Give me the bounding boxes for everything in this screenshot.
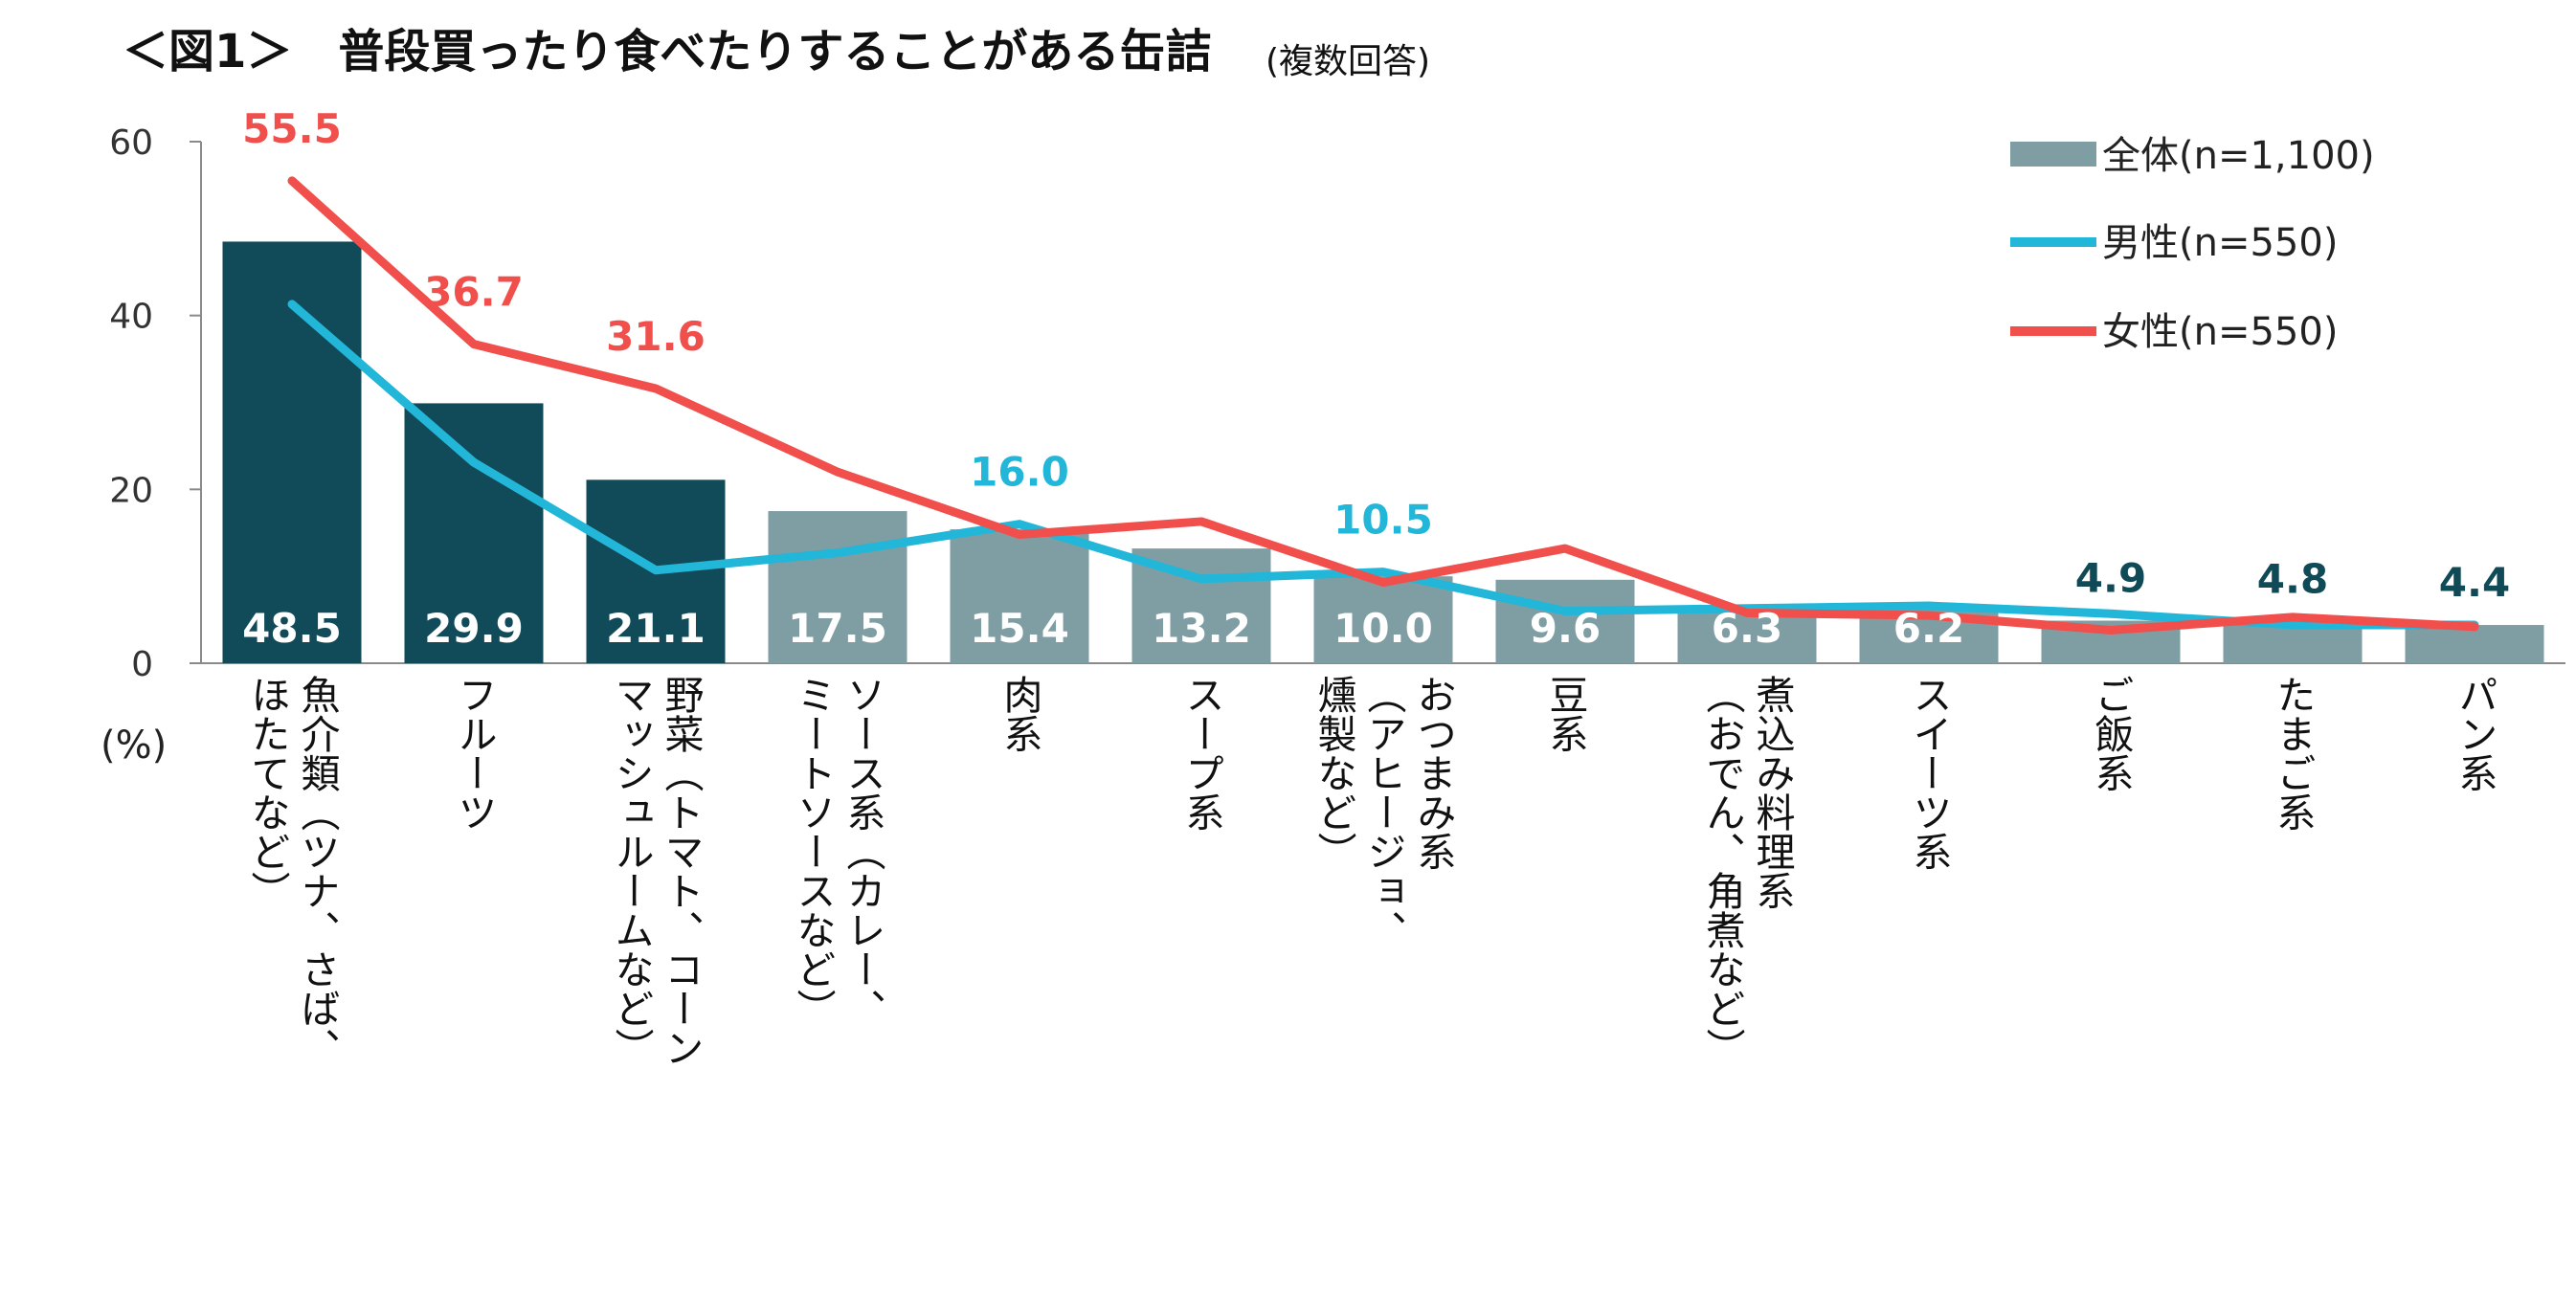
y-tick-label: 0 bbox=[131, 645, 153, 684]
series-lines bbox=[287, 176, 2479, 635]
category-label: マッシュルームなど） bbox=[608, 675, 655, 1067]
bar bbox=[2405, 625, 2544, 663]
x-axis-categories: 魚介類（ツナ、さば、ほたてなど） フルーツ 野菜（トマト、コーンマッシュルームなど）… bbox=[244, 675, 2498, 1067]
category-label: パン系 bbox=[2452, 675, 2498, 792]
female-line bbox=[287, 176, 2479, 635]
category-label: ほたてなど） bbox=[244, 675, 291, 910]
bars bbox=[222, 241, 2544, 664]
chart-title: ＜図1＞ 普段買ったり食べたりすることがある缶詰 bbox=[123, 25, 1211, 78]
bar-value-label: 15.4 bbox=[970, 605, 1069, 652]
bar-value-label: 13.2 bbox=[1152, 605, 1251, 652]
y-tick-label: 20 bbox=[109, 471, 153, 510]
bar-value-label: 21.1 bbox=[606, 605, 706, 652]
bar-value-label: 4.4 bbox=[2439, 559, 2510, 606]
category-label: 煮込み料理系 bbox=[1749, 675, 1795, 910]
bar-value-label: 17.5 bbox=[788, 605, 887, 652]
legend: 全体(n=1,100) 男性(n=550) 女性(n=550) bbox=[2010, 134, 2375, 354]
category-label: ご飯系 bbox=[2088, 675, 2134, 792]
bar-value-labels: 48.5 29.9 21.1 17.5 15.4 13.2 10.0 9.6 6.3 6.2 4.9… bbox=[242, 554, 2510, 652]
bar-value-label: 10.0 bbox=[1333, 605, 1433, 652]
category-label: たまご系 bbox=[2270, 675, 2316, 832]
y-axis: 0 20 40 60 bbox=[109, 123, 201, 684]
bar-value-label: 6.3 bbox=[1712, 605, 1782, 652]
category-label: スープ系 bbox=[1178, 675, 1224, 832]
bar-value-label: 4.9 bbox=[2075, 554, 2146, 601]
chart-subtitle: (複数回答) bbox=[1266, 42, 1430, 81]
legend-label-total: 全体(n=1,100) bbox=[2102, 134, 2375, 178]
y-tick-label: 40 bbox=[109, 298, 153, 337]
line-value-labels: 16.0 10.5 55.5 36.7 31.6 bbox=[242, 105, 1433, 544]
category-label: 豆系 bbox=[1542, 675, 1588, 753]
bar bbox=[1313, 576, 1453, 663]
bar bbox=[1495, 579, 1635, 663]
legend-label-female: 女性(n=550) bbox=[2102, 310, 2338, 354]
category-label: ミートソースなど） bbox=[790, 675, 837, 1028]
female-value-label: 31.6 bbox=[606, 313, 706, 360]
bar-value-label: 9.6 bbox=[1530, 605, 1601, 652]
bar bbox=[768, 511, 907, 663]
bar-value-label: 48.5 bbox=[242, 605, 342, 652]
male-line bbox=[287, 300, 2479, 630]
female-value-label: 55.5 bbox=[242, 105, 342, 152]
legend-swatch-total bbox=[2010, 142, 2096, 167]
category-label: おつまみ系 bbox=[1410, 675, 1456, 871]
category-label: 燻製など） bbox=[1310, 675, 1357, 871]
y-tick-label: 60 bbox=[109, 123, 153, 163]
bar bbox=[222, 241, 362, 664]
bar-value-label: 4.8 bbox=[2257, 555, 2328, 602]
bar-value-label: 29.9 bbox=[424, 605, 524, 652]
category-label: フルーツ bbox=[451, 675, 497, 832]
legend-label-male: 男性(n=550) bbox=[2102, 221, 2338, 265]
category-label: 野菜（トマト、コーン bbox=[658, 675, 705, 1067]
y-axis-unit: (%) bbox=[101, 724, 167, 768]
female-value-label: 36.7 bbox=[424, 269, 524, 316]
category-label: 肉系 bbox=[997, 675, 1042, 753]
category-label: ソース系（カレー、 bbox=[840, 675, 886, 1028]
male-value-label: 10.5 bbox=[1333, 497, 1433, 544]
bar bbox=[404, 403, 544, 663]
category-label: （アヒージョ、 bbox=[1360, 675, 1407, 949]
bar bbox=[950, 529, 1089, 663]
category-label: 魚介類（ツナ、さば、 bbox=[294, 675, 341, 1067]
category-label: （おでん、角煮など） bbox=[1699, 675, 1746, 1067]
category-label: スイーツ系 bbox=[1906, 675, 1952, 871]
male-value-label: 16.0 bbox=[970, 449, 1069, 496]
bar-value-label: 6.2 bbox=[1893, 605, 1964, 652]
